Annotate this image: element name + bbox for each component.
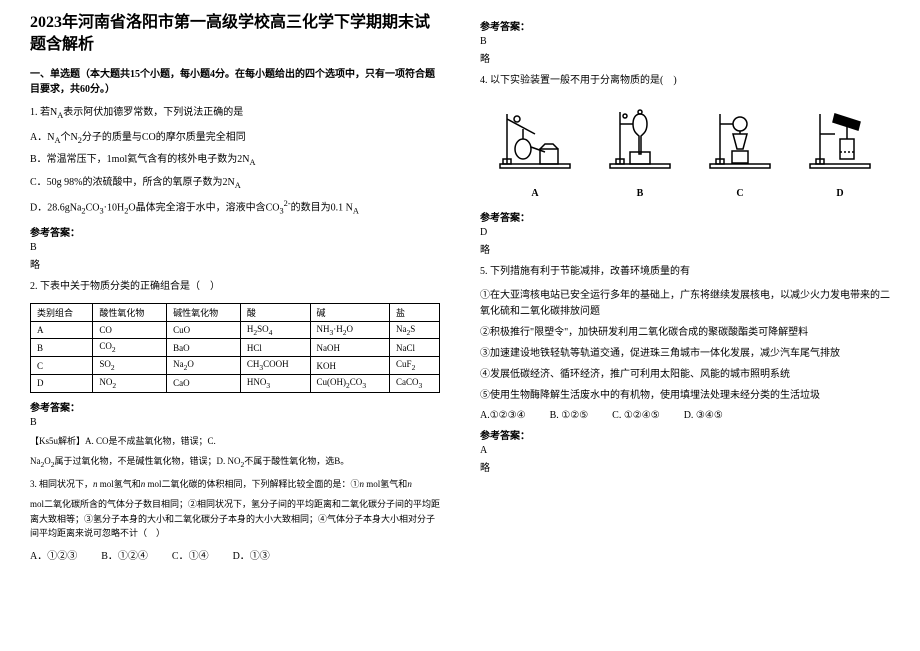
table-cell: CH3COOH (240, 357, 310, 375)
table-header: 碱性氧化物 (167, 303, 241, 321)
table-cell: C (31, 357, 93, 375)
table-cell: CaO (167, 375, 241, 393)
q5-i2: ②积极推行"限塑令"，加快研发利用二氧化碳合成的聚碳酸酯类可降解塑料 (480, 325, 890, 341)
q3-opts: A．①②③ B．①②④ C．①④ D．①③ (30, 547, 440, 562)
table-cell: NaOH (310, 339, 390, 357)
q2-ans-label: 参考答案： (30, 399, 440, 414)
table-cell: Cu(OH)2CO3 (310, 375, 390, 393)
q5-note: 略 (480, 459, 890, 474)
table-row: DNO2CaOHNO3Cu(OH)2CO3CaCO3 (31, 375, 440, 393)
table-cell: BaO (167, 339, 241, 357)
q2-table: 类别组合酸性氧化物碱性氧化物酸碱盐 ACOCuOH2SO4NH3·H2ONa2S… (30, 303, 440, 393)
section-title: 一、单选题（本大题共15个小题，每小题4分。在每小题给出的四个选项中，只有一项符… (30, 67, 440, 97)
table-cell: H2SO4 (240, 321, 310, 339)
table-cell: NaCl (390, 339, 440, 357)
q3-ans: B (480, 36, 890, 47)
q4-note: 略 (480, 241, 890, 256)
table-cell: SO2 (93, 357, 167, 375)
apparatus-a-label: A (531, 188, 538, 199)
q5-i4: ④发展低碳经济、循环经济，推广可利用太阳能、风能的城市照明系统 (480, 367, 890, 383)
q4-stem: 4. 以下实验装置一般不用于分离物质的是( ) (480, 73, 890, 89)
q4-ans: D (480, 227, 890, 238)
q3-opt-a: A．①②③ (30, 547, 77, 562)
q3-opt-c: C．①④ (172, 547, 209, 562)
table-row: ACOCuOH2SO4NH3·H2ONa2S (31, 321, 440, 339)
q1-ans-label: 参考答案： (30, 224, 440, 239)
q1-opt-b: B．常温常压下，1mol氦气含有的核外电子数为2NA (30, 152, 440, 169)
table-cell: D (31, 375, 93, 393)
table-row: CSO2Na2OCH3COOHKOHCuF2 (31, 357, 440, 375)
table-cell: CuO (167, 321, 241, 339)
table-cell: Na2S (390, 321, 440, 339)
apparatus-d: D (805, 104, 875, 199)
q5-stem: 5. 下列措施有利于节能减排，改善环境质量的有 (480, 264, 890, 280)
table-cell: B (31, 339, 93, 357)
apparatus-row: A B (480, 99, 890, 199)
q5-opts: A.①②③④ B. ①②⑤ C. ①②④⑤ D. ③④⑤ (480, 410, 890, 421)
table-cell: HNO3 (240, 375, 310, 393)
table-cell: CaCO3 (390, 375, 440, 393)
q3-note: 略 (480, 50, 890, 65)
q2-ans: B (30, 417, 440, 428)
q1-opt-c: C．50g 98%的浓硫酸中，所含的氧原子数为2NA (30, 175, 440, 192)
table-cell: HCl (240, 339, 310, 357)
apparatus-c: C (705, 104, 775, 199)
table-header: 类别组合 (31, 303, 93, 321)
table-header: 酸性氧化物 (93, 303, 167, 321)
q1-opt-d: D．28.6gNa2CO3·10H2O晶体完全溶于水中，溶液中含CO32-的数目… (30, 197, 440, 218)
q5-opt-d: D. ③④⑤ (684, 410, 723, 421)
table-cell: CuF2 (390, 357, 440, 375)
table-cell: NO2 (93, 375, 167, 393)
q4-ans-label: 参考答案： (480, 209, 890, 224)
q5-ans: A (480, 445, 890, 456)
q5-opt-a: A.①②③④ (480, 410, 526, 421)
table-cell: A (31, 321, 93, 339)
apparatus-b: B (605, 104, 675, 199)
q1-note: 略 (30, 256, 440, 271)
table-cell: CO2 (93, 339, 167, 357)
q5-opt-c: C. ①②④⑤ (612, 410, 660, 421)
table-header: 酸 (240, 303, 310, 321)
table-header: 碱 (310, 303, 390, 321)
table-header: 盐 (390, 303, 440, 321)
q2-analysis1: 【Ks5u解析】A. CO是不成盐氧化物，错误；C. (30, 434, 440, 448)
apparatus-d-label: D (836, 188, 843, 199)
q3-stem1: 3. 相同状况下，n mol氢气和n mol二氧化碳的体积相同，下列解释比较全面… (30, 477, 440, 491)
table-cell: CO (93, 321, 167, 339)
page-title: 2023年河南省洛阳市第一高级学校高三化学下学期期末试题含解析 (30, 12, 440, 57)
q5-i3: ③加速建设地铁轻轨等轨道交通，促进珠三角城市一体化发展，减少汽车尾气排放 (480, 346, 890, 362)
table-row: BCO2BaOHClNaOHNaCl (31, 339, 440, 357)
q3-ans-label: 参考答案： (480, 18, 890, 33)
q3-opt-d: D．①③ (233, 547, 270, 562)
q3-stem2: mol二氧化碳所含的气体分子数目相同；②相同状况下，氢分子间的平均距离和二氧化碳… (30, 497, 440, 540)
q5-i5: ⑤使用生物酶降解生活废水中的有机物，使用填埋法处理未经分类的生活垃圾 (480, 388, 890, 404)
q1-stem: 1. 若NA表示阿伏加德罗常数，下列说法正确的是 (30, 105, 440, 122)
table-cell: Na2O (167, 357, 241, 375)
q5-ans-label: 参考答案： (480, 427, 890, 442)
q3-opt-b: B．①②④ (101, 547, 148, 562)
table-cell: KOH (310, 357, 390, 375)
apparatus-a: A (495, 104, 575, 199)
q2-stem: 2. 下表中关于物质分类的正确组合是（ ） (30, 279, 440, 295)
q2-analysis2: Na2O2属于过氧化物，不是碱性氧化物，错误；D. NO2不属于酸性氧化物，选B… (30, 454, 440, 471)
q1-ans: B (30, 242, 440, 253)
apparatus-c-label: C (736, 188, 743, 199)
apparatus-b-label: B (637, 188, 644, 199)
q5-opt-b: B. ①②⑤ (550, 410, 589, 421)
table-cell: NH3·H2O (310, 321, 390, 339)
q5-i1: ①在大亚湾核电站已安全运行多年的基础上，广东将继续发展核电，以减少火力发电带来的… (480, 288, 890, 320)
q1-opt-a: A．NA个N2分子的质量与CO的摩尔质量完全相同 (30, 130, 440, 147)
